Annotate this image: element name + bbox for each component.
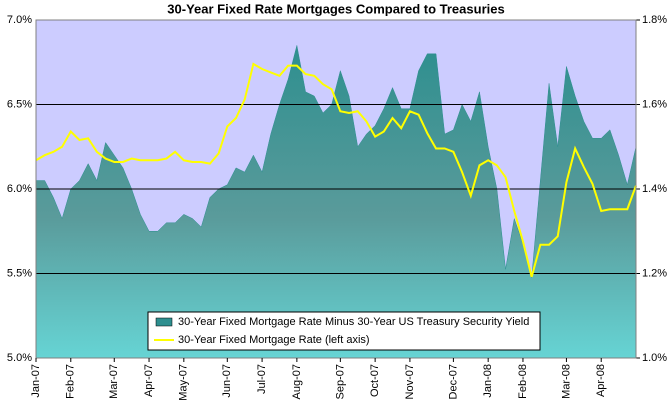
x-tick-label: Jul-07 (256, 364, 268, 394)
legend-swatch (155, 317, 173, 327)
x-tick-label: Sep-07 (334, 364, 346, 399)
x-tick-label: Mar-08 (560, 364, 572, 399)
x-tick-label: Nov-07 (404, 364, 416, 399)
plot-border (35, 19, 637, 359)
y2-tick-label: 1.0% (642, 352, 667, 364)
x-tick-label: Feb-07 (65, 364, 77, 399)
y-tick-label: 5.0% (7, 352, 32, 364)
x-tick-label: Jan-07 (30, 364, 42, 398)
x-tick-label: Jan-08 (482, 364, 494, 398)
x-tick-label: May-07 (178, 364, 190, 401)
chart-title: 30-Year Fixed Rate Mortgages Compared to… (167, 1, 504, 16)
x-tick-label: Feb-08 (517, 364, 529, 399)
y2-tick-label: 1.6% (642, 98, 667, 110)
x-tick-label: Aug-07 (291, 364, 303, 399)
line-series (35, 62, 637, 278)
y-tick-label: 7.0% (7, 14, 32, 26)
x-tick-label: Oct-07 (369, 364, 381, 397)
x-tick-label: Apr-08 (595, 364, 607, 397)
legend-box (147, 311, 541, 351)
y2-tick-label: 1.2% (642, 267, 667, 279)
legend-label: 30-Year Fixed Mortgage Rate Minus 30-Yea… (178, 316, 529, 328)
x-tick-label: Jun-07 (221, 364, 233, 398)
x-tick-label: Apr-07 (143, 364, 155, 397)
legend-label: 30-Year Fixed Mortgage Rate (left axis) (178, 334, 370, 346)
y2-tick-label: 1.8% (642, 14, 667, 26)
y-tick-label: 6.5% (7, 98, 32, 110)
y2-tick-label: 1.4% (642, 183, 667, 195)
x-tick-label: Dec-07 (447, 364, 459, 399)
x-tick-label: Mar-07 (108, 364, 120, 399)
y-tick-label: 6.0% (7, 183, 32, 195)
y-tick-label: 5.5% (7, 267, 32, 279)
